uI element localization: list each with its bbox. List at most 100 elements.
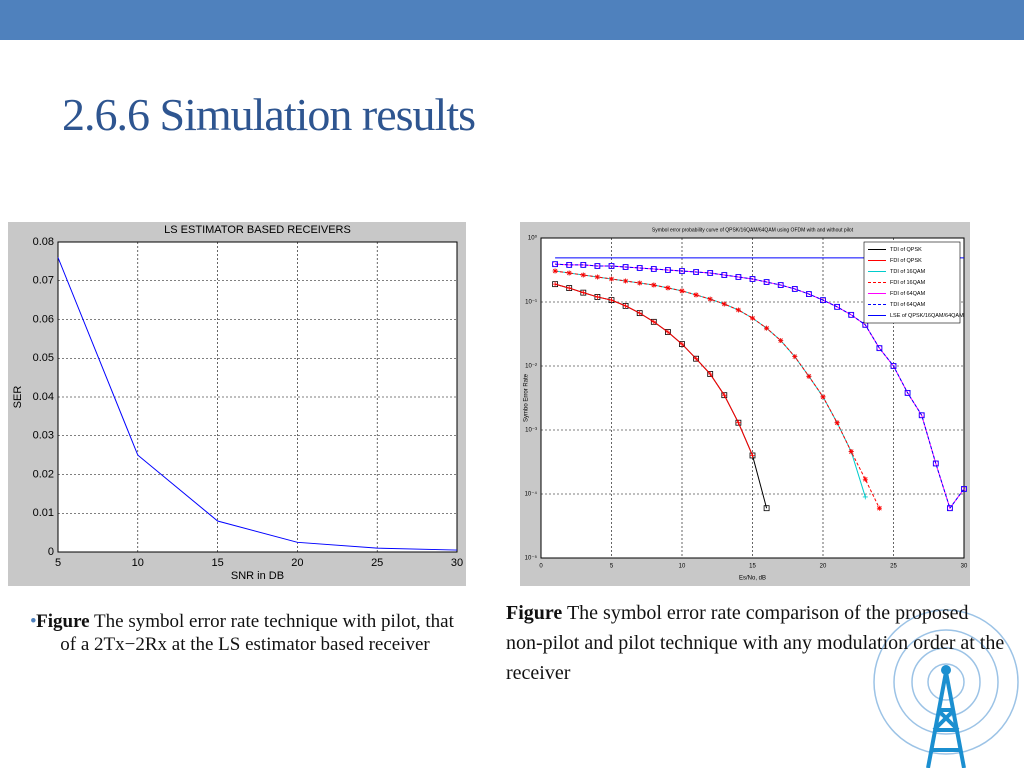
- x-tick-label: 10: [679, 564, 686, 570]
- y-tick-label: 0.04: [33, 391, 54, 403]
- marker: [763, 505, 770, 512]
- marker: [693, 356, 699, 362]
- marker: [693, 269, 700, 275]
- marker: [848, 311, 855, 318]
- x-tick-label: 5: [55, 557, 61, 569]
- x-axis-label: SNR in DB: [231, 570, 284, 582]
- marker: [594, 274, 600, 280]
- marker: [890, 363, 897, 369]
- marker: [650, 266, 657, 272]
- marker: [623, 303, 629, 309]
- marker: [749, 276, 756, 282]
- y-tick-label: 0.06: [33, 313, 54, 325]
- marker: [820, 297, 826, 304]
- symbol-error-chart: Symbol error probability curve of QPSK/1…: [520, 222, 970, 586]
- marker: [552, 261, 558, 268]
- marker: [707, 371, 713, 377]
- plot-area: [57, 241, 458, 553]
- y-tick-label: 0: [48, 546, 54, 558]
- marker: [862, 494, 868, 500]
- marker: [721, 272, 728, 278]
- y-axis-label: Symbo Error Rate: [524, 373, 530, 422]
- marker: [750, 315, 755, 321]
- slide-title: 2.6.6 Simulation results: [62, 89, 476, 140]
- marker: [721, 301, 727, 307]
- marker: [693, 292, 699, 298]
- caption: Figure The symbol error rate technique w…: [30, 610, 460, 656]
- marker: [792, 354, 798, 360]
- marker: [566, 285, 572, 291]
- y-tick-label: 0.08: [33, 236, 54, 248]
- marker: [805, 291, 812, 297]
- marker: [679, 288, 685, 294]
- marker: [664, 267, 671, 273]
- marker: [580, 261, 587, 268]
- marker: [637, 280, 643, 286]
- y-tick-label: 0.05: [33, 352, 54, 364]
- marker: [609, 297, 614, 303]
- marker: [651, 282, 657, 288]
- marker: [665, 329, 671, 335]
- marker: [735, 307, 741, 313]
- marker: [918, 412, 925, 419]
- legend-label: FDI of 16QAM: [890, 280, 926, 286]
- x-axis-label: Es/No, dB: [739, 576, 766, 582]
- marker: [764, 325, 770, 331]
- caption-label: Figure: [36, 611, 90, 632]
- marker: [679, 268, 685, 274]
- y-axis-label: SER: [12, 386, 24, 409]
- marker: [580, 272, 586, 278]
- caption-text: The symbol error rate comparison of the …: [506, 602, 1005, 684]
- legend-label: LSE of QPSK/16QAM/64QAM: [890, 313, 964, 319]
- x-tick-label: 20: [820, 564, 827, 570]
- marker: [961, 486, 967, 492]
- marker: [862, 476, 868, 482]
- caption: Figure The symbol error rate comparison …: [506, 598, 1006, 688]
- marker: [623, 278, 629, 284]
- series-line: [57, 257, 458, 551]
- caption-text: The symbol error rate technique with pil…: [60, 611, 454, 655]
- y-tick-label: 0.03: [33, 430, 54, 442]
- marker: [763, 279, 770, 285]
- x-tick-label: 30: [451, 557, 463, 569]
- marker: [679, 341, 685, 347]
- x-tick-label: 10: [132, 557, 144, 569]
- marker: [791, 286, 798, 292]
- legend-label: TDI of 64QAM: [890, 302, 926, 308]
- marker: [594, 294, 600, 300]
- x-tick-label: 5: [610, 564, 614, 570]
- x-tick-label: 20: [291, 557, 303, 569]
- marker: [608, 263, 615, 269]
- y-tick-label: 10⁻¹: [525, 300, 537, 306]
- marker: [848, 449, 854, 455]
- series-line: [555, 270, 880, 509]
- marker: [750, 452, 755, 458]
- chart-title: LS ESTIMATOR BASED RECEIVERS: [164, 224, 351, 236]
- marker: [721, 392, 727, 398]
- marker: [651, 319, 657, 325]
- marker: [552, 268, 558, 274]
- legend-label: FDI of 64QAM: [890, 291, 926, 297]
- marker: [552, 281, 558, 287]
- series-line: [555, 263, 965, 510]
- y-tick-label: 10⁻⁴: [525, 491, 538, 498]
- marker: [777, 282, 784, 288]
- x-tick-label: 30: [961, 564, 968, 570]
- marker: [580, 290, 586, 296]
- x-tick-label: 0: [539, 564, 543, 570]
- marker: [735, 274, 742, 280]
- y-tick-label: 0.07: [33, 275, 54, 287]
- legend-label: FDI of QPSK: [890, 258, 922, 264]
- marker: [946, 505, 953, 512]
- marker: [665, 285, 671, 291]
- marker: [594, 263, 601, 269]
- top-bar: [0, 0, 1024, 40]
- marker: [707, 270, 714, 276]
- y-tick-label: 10⁻²: [525, 364, 537, 370]
- caption-label: Figure: [506, 602, 563, 624]
- tower-icon: [873, 609, 1019, 768]
- marker: [876, 345, 883, 352]
- marker: [820, 394, 826, 400]
- marker: [834, 303, 841, 310]
